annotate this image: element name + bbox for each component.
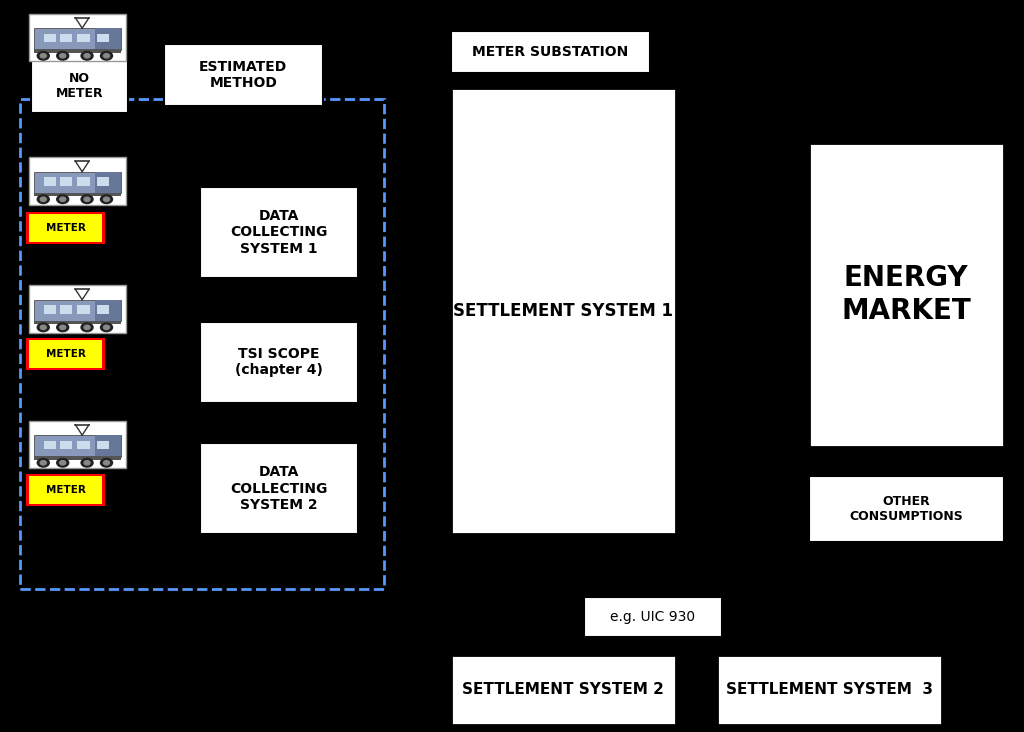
FancyBboxPatch shape	[451, 31, 650, 73]
FancyBboxPatch shape	[95, 28, 121, 50]
FancyBboxPatch shape	[200, 443, 358, 534]
Circle shape	[59, 325, 66, 329]
FancyBboxPatch shape	[31, 59, 128, 113]
Circle shape	[81, 458, 93, 467]
FancyBboxPatch shape	[95, 435, 121, 457]
Circle shape	[59, 53, 66, 58]
Circle shape	[56, 51, 69, 60]
FancyBboxPatch shape	[26, 474, 105, 506]
Text: TSI SCOPE
(chapter 4): TSI SCOPE (chapter 4)	[236, 347, 323, 378]
Circle shape	[37, 51, 49, 60]
Circle shape	[59, 197, 66, 201]
Circle shape	[81, 195, 93, 203]
FancyBboxPatch shape	[717, 655, 942, 725]
FancyBboxPatch shape	[451, 88, 676, 534]
FancyBboxPatch shape	[44, 305, 56, 314]
Circle shape	[100, 458, 113, 467]
FancyBboxPatch shape	[29, 157, 126, 205]
FancyBboxPatch shape	[34, 49, 121, 53]
Circle shape	[40, 460, 46, 465]
FancyBboxPatch shape	[34, 193, 121, 196]
FancyBboxPatch shape	[809, 476, 1004, 542]
Circle shape	[37, 195, 49, 203]
Text: SETTLEMENT SYSTEM 1: SETTLEMENT SYSTEM 1	[454, 302, 673, 320]
FancyBboxPatch shape	[95, 172, 121, 193]
Text: e.g. UIC 930: e.g. UIC 930	[610, 610, 695, 624]
FancyBboxPatch shape	[34, 172, 121, 193]
FancyBboxPatch shape	[59, 34, 72, 42]
FancyBboxPatch shape	[29, 285, 126, 333]
Text: METER: METER	[46, 349, 85, 359]
FancyBboxPatch shape	[26, 212, 105, 244]
Circle shape	[56, 323, 69, 332]
FancyBboxPatch shape	[809, 143, 1004, 447]
Circle shape	[81, 51, 93, 60]
Circle shape	[59, 460, 66, 465]
FancyBboxPatch shape	[34, 28, 121, 50]
FancyBboxPatch shape	[44, 34, 56, 42]
Circle shape	[40, 53, 46, 58]
Text: METER SUBSTATION: METER SUBSTATION	[472, 45, 629, 59]
FancyBboxPatch shape	[44, 441, 56, 449]
Circle shape	[84, 53, 90, 58]
FancyBboxPatch shape	[26, 338, 105, 370]
FancyBboxPatch shape	[78, 177, 89, 186]
FancyBboxPatch shape	[78, 34, 89, 42]
Text: DATA
COLLECTING
SYSTEM 1: DATA COLLECTING SYSTEM 1	[230, 209, 328, 255]
FancyBboxPatch shape	[78, 305, 89, 314]
FancyBboxPatch shape	[34, 456, 121, 460]
Text: NO
METER: NO METER	[55, 72, 103, 100]
Circle shape	[103, 197, 110, 201]
FancyBboxPatch shape	[200, 187, 358, 278]
Circle shape	[81, 323, 93, 332]
FancyBboxPatch shape	[96, 34, 109, 42]
Text: METER: METER	[46, 485, 85, 495]
FancyBboxPatch shape	[164, 44, 323, 106]
FancyBboxPatch shape	[95, 300, 121, 321]
Circle shape	[103, 460, 110, 465]
FancyBboxPatch shape	[96, 177, 109, 186]
FancyBboxPatch shape	[29, 214, 102, 242]
Circle shape	[84, 460, 90, 465]
Circle shape	[56, 195, 69, 203]
FancyBboxPatch shape	[29, 421, 126, 468]
FancyBboxPatch shape	[44, 177, 56, 186]
Text: METER: METER	[46, 223, 85, 233]
Circle shape	[37, 458, 49, 467]
Circle shape	[103, 53, 110, 58]
FancyBboxPatch shape	[59, 177, 72, 186]
FancyBboxPatch shape	[451, 655, 676, 725]
FancyBboxPatch shape	[34, 321, 121, 324]
FancyBboxPatch shape	[59, 441, 72, 449]
FancyBboxPatch shape	[34, 300, 121, 321]
FancyBboxPatch shape	[29, 14, 126, 61]
Text: ENERGY
MARKET: ENERGY MARKET	[842, 264, 971, 325]
FancyBboxPatch shape	[96, 441, 109, 449]
FancyBboxPatch shape	[34, 435, 121, 457]
Circle shape	[84, 325, 90, 329]
FancyBboxPatch shape	[59, 305, 72, 314]
Text: OTHER
CONSUMPTIONS: OTHER CONSUMPTIONS	[849, 495, 964, 523]
FancyBboxPatch shape	[29, 476, 102, 504]
Circle shape	[56, 458, 69, 467]
FancyBboxPatch shape	[200, 322, 358, 403]
FancyBboxPatch shape	[78, 441, 89, 449]
Circle shape	[37, 323, 49, 332]
Circle shape	[103, 325, 110, 329]
Circle shape	[100, 51, 113, 60]
Text: SETTLEMENT SYSTEM 2: SETTLEMENT SYSTEM 2	[462, 682, 665, 698]
Circle shape	[84, 197, 90, 201]
Text: ESTIMATED
METHOD: ESTIMATED METHOD	[199, 60, 288, 90]
Circle shape	[100, 195, 113, 203]
Text: DATA
COLLECTING
SYSTEM 2: DATA COLLECTING SYSTEM 2	[230, 466, 328, 512]
Circle shape	[100, 323, 113, 332]
FancyBboxPatch shape	[96, 305, 109, 314]
Text: SETTLEMENT SYSTEM  3: SETTLEMENT SYSTEM 3	[726, 682, 933, 698]
FancyBboxPatch shape	[29, 340, 102, 368]
FancyBboxPatch shape	[584, 597, 722, 637]
Circle shape	[40, 325, 46, 329]
Circle shape	[40, 197, 46, 201]
